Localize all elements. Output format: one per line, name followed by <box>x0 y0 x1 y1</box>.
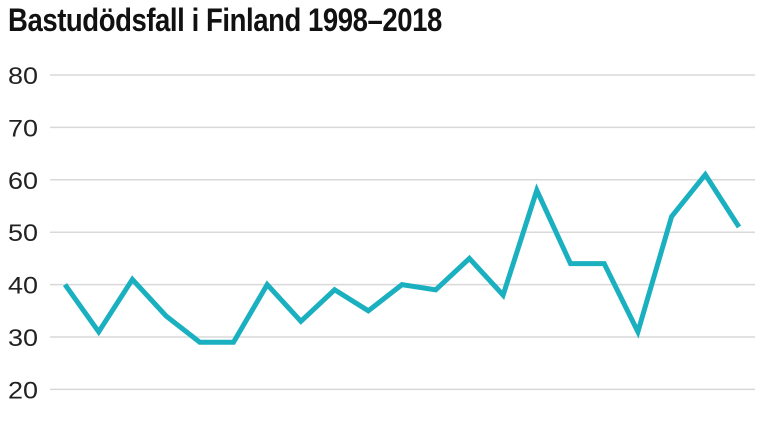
y-tick-label: 60 <box>8 168 38 195</box>
y-tick-label: 10 <box>8 430 38 431</box>
y-axis-labels: 10 20 30 40 50 60 70 80 <box>8 63 38 431</box>
y-tick-label: 40 <box>8 273 38 300</box>
series-line <box>62 170 742 345</box>
y-tick-label: 20 <box>8 377 38 404</box>
gridlines <box>50 74 755 391</box>
y-tick-label: 80 <box>8 63 38 90</box>
chart-title: Bastudödsfall i Finland 1998–2018 <box>8 2 442 38</box>
y-tick-label: 70 <box>8 115 38 142</box>
y-tick-label: 50 <box>8 220 38 247</box>
y-tick-label: 30 <box>8 325 38 352</box>
